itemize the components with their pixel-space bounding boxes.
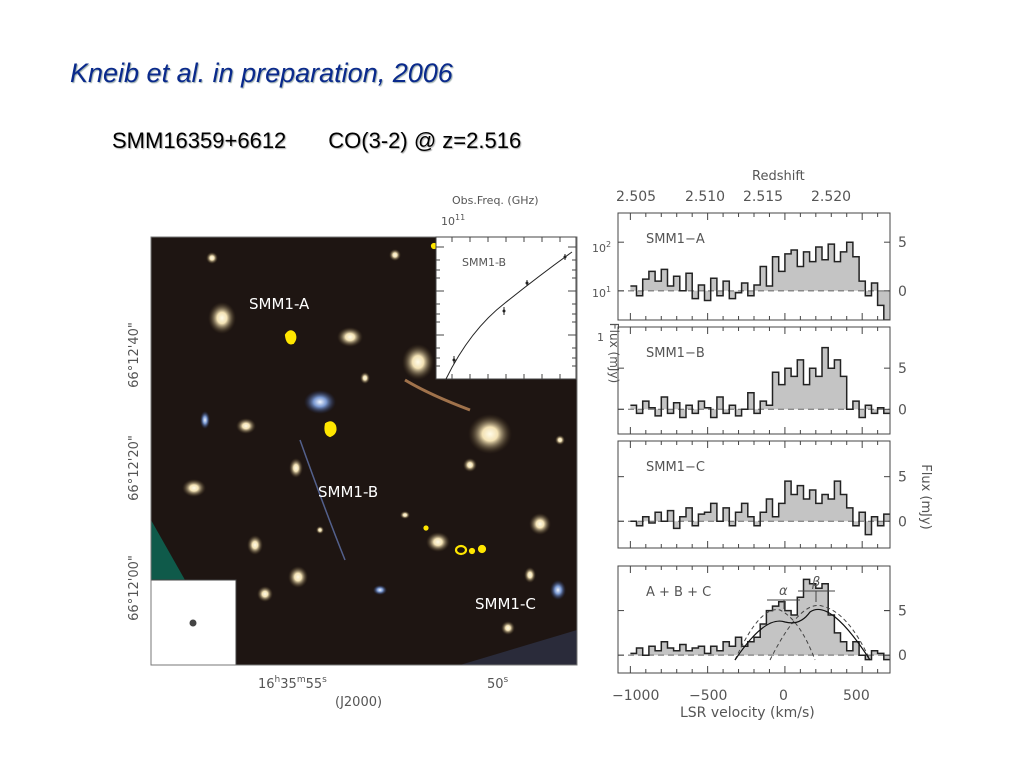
label-smm1-c: SMM1-C [475, 595, 536, 613]
inset-label: SMM1-B [462, 256, 506, 269]
redshift-tick-0: 2.505 [616, 189, 656, 205]
redshift-tick-1: 2.510 [685, 189, 725, 205]
dec-tick-20: 66°12'20" [127, 435, 142, 501]
dec-tick-40: 66°12'40" [127, 322, 142, 388]
source-name: SMM16359+6612 [112, 128, 287, 153]
slide-title: Kneib et al. in preparation, 2006 [70, 58, 453, 88]
redshift-tick-2: 2.515 [743, 189, 783, 205]
spectrum-panel-4: 0 5 A + B + C α β [617, 565, 907, 674]
velocity-tick-0: 0 [779, 688, 788, 704]
ra-tick-55: 16h35m55s [258, 675, 327, 692]
sed-model-curve [445, 251, 573, 380]
spectrum-histogram [630, 578, 890, 661]
redshift-tick-3: 2.520 [811, 189, 851, 205]
flux-tick-5: 5 [898, 361, 907, 377]
panel-label: A + B + C [646, 585, 711, 600]
label-smm1-b: SMM1-B [318, 483, 378, 501]
spectra-figure: Redshift 2.505 2.510 2.515 2.520 102 101… [592, 169, 933, 721]
alpha-label: α [779, 584, 788, 599]
galaxy-field [182, 249, 566, 635]
flux-tick-0: 0 [898, 648, 907, 664]
label-smm1-a: SMM1-A [249, 295, 310, 313]
spectrum-panel-3: 0 5 SMM1−C [617, 440, 907, 549]
panel-label: SMM1−C [646, 460, 705, 475]
flux-tick-0: 0 [898, 514, 907, 530]
flux-tick-5: 5 [898, 604, 907, 620]
line-label: CO(3-2) @ z=2.516 [328, 128, 522, 153]
spectrum-histogram [630, 480, 890, 536]
spectrum-fill [630, 579, 890, 660]
sed-inset: Obs.Freq. (GHz) 1011 SMM1-B [435, 194, 577, 380]
inset-top-axis-title: Obs.Freq. (GHz) [452, 194, 539, 207]
co-contours [284, 242, 487, 556]
dec-tick-00: 66°12'00" [127, 555, 142, 621]
redshift-axis-title: Redshift [752, 169, 805, 184]
spectrum-fill [630, 481, 890, 535]
spectrum-fill [630, 347, 890, 418]
beta-component-fit [769, 604, 871, 661]
inset-y-label: Flux (mJy) [607, 323, 621, 383]
spectrum-panel-2: 0 5 SMM1−B [617, 326, 907, 435]
velocity-axis-label: LSR velocity (km/s) [680, 705, 815, 721]
inset-y-tick-2: 102 [592, 240, 611, 255]
beta-label: β [811, 575, 820, 590]
spectrum-histogram [630, 346, 890, 419]
spectrum-panel-1: 0 5 SMM1−A [617, 212, 907, 321]
flux-tick-5: 5 [898, 470, 907, 486]
panel-label: SMM1−B [646, 346, 705, 361]
flux-tick-0: 0 [898, 284, 907, 300]
beam-marker [189, 619, 197, 627]
flux-tick-0: 0 [898, 402, 907, 418]
velocity-tick-500: 500 [843, 688, 870, 704]
flux-tick-5: 5 [898, 235, 907, 251]
spectra-y-label: Flux (mJy) [918, 464, 933, 530]
alpha-component-fit [734, 609, 816, 661]
spectrum-histogram [630, 241, 890, 320]
velocity-tick-m1000: −1000 [612, 688, 659, 704]
inset-top-axis-tick: 1011 [441, 213, 465, 228]
ra-tick-50: 50s [487, 675, 509, 692]
inset-y-tick-0: 1 [597, 331, 604, 344]
total-fit [734, 608, 871, 661]
velocity-tick-m500: −500 [689, 688, 727, 704]
inset-y-tick-1: 101 [592, 285, 611, 300]
panel-label: SMM1−A [646, 232, 705, 247]
slide-subtitle: SMM16359+6612 CO(3-2) @ z=2.516 [112, 128, 563, 154]
epoch-label: (J2000) [335, 695, 382, 710]
